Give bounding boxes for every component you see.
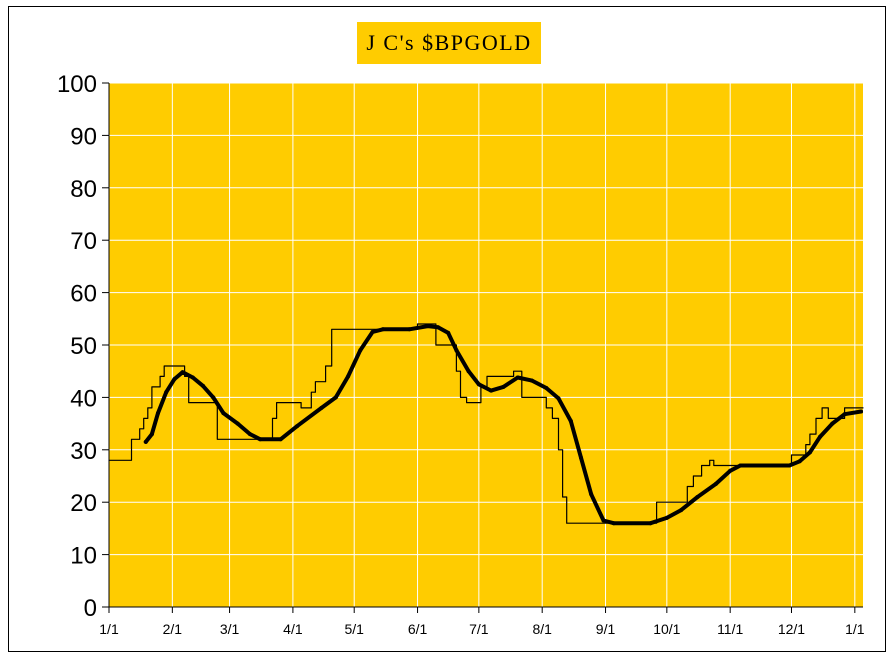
data-point bbox=[235, 421, 240, 426]
data-point bbox=[295, 424, 299, 429]
chart-title-box: J C's $BPGOLD bbox=[357, 22, 541, 64]
data-point bbox=[446, 330, 451, 335]
data-point bbox=[436, 325, 440, 330]
data-point bbox=[830, 421, 835, 426]
data-point bbox=[842, 412, 847, 417]
y-tick-label: 60 bbox=[70, 281, 97, 308]
data-point bbox=[454, 348, 459, 353]
data-point bbox=[156, 411, 160, 416]
data-point bbox=[370, 329, 375, 334]
grid bbox=[109, 82, 863, 607]
data-point bbox=[530, 378, 534, 383]
data-point bbox=[611, 521, 616, 526]
data-point bbox=[713, 481, 718, 486]
data-point bbox=[346, 374, 351, 379]
data-point bbox=[180, 370, 185, 375]
data-point bbox=[601, 518, 606, 523]
x-tick-label: 6/1 bbox=[408, 621, 428, 637]
y-tick-label: 50 bbox=[70, 333, 97, 360]
data-point bbox=[425, 324, 430, 329]
y-tick-label: 90 bbox=[70, 123, 97, 150]
data-point bbox=[358, 348, 363, 353]
data-point bbox=[728, 468, 733, 473]
data-point bbox=[201, 383, 205, 388]
y-tick-label: 100 bbox=[57, 71, 97, 98]
data-point bbox=[476, 382, 481, 387]
data-point bbox=[568, 419, 573, 423]
y-tick-label: 80 bbox=[70, 176, 97, 203]
data-point bbox=[258, 437, 263, 442]
x-tick-label: 1/1 bbox=[99, 621, 119, 637]
x-tick-label: 7/1 bbox=[469, 621, 489, 637]
x-tick-label: 1/1 bbox=[845, 621, 865, 637]
data-point bbox=[489, 388, 494, 393]
data-point bbox=[544, 386, 549, 390]
series-layer bbox=[108, 323, 864, 526]
x-tick-label: 3/1 bbox=[220, 621, 240, 637]
data-point bbox=[149, 432, 154, 437]
data-point bbox=[221, 411, 226, 416]
data-point bbox=[556, 396, 561, 401]
series-line-step bbox=[108, 323, 864, 524]
y-tick-label: 70 bbox=[70, 228, 97, 255]
y-tick-label: 20 bbox=[70, 490, 97, 517]
y-tick-label: 0 bbox=[84, 595, 97, 622]
data-point bbox=[589, 492, 594, 497]
data-point bbox=[797, 459, 802, 464]
data-point bbox=[143, 439, 148, 444]
data-point bbox=[466, 369, 471, 374]
data-point bbox=[248, 432, 252, 437]
x-tick-label: 11/1 bbox=[717, 621, 743, 637]
data-point bbox=[190, 375, 195, 380]
data-point bbox=[501, 384, 506, 389]
x-tick-label: 4/1 bbox=[283, 621, 303, 637]
data-point bbox=[164, 390, 169, 395]
data-point bbox=[695, 495, 700, 499]
data-point bbox=[818, 434, 823, 439]
data-point bbox=[859, 409, 863, 414]
y-tick-label: 30 bbox=[70, 438, 97, 465]
x-tick-label: 12/1 bbox=[778, 621, 805, 637]
data-point bbox=[319, 405, 324, 410]
data-point bbox=[679, 508, 684, 513]
y-tick-label: 40 bbox=[70, 385, 97, 412]
data-point bbox=[172, 377, 177, 382]
x-tick-label: 9/1 bbox=[596, 621, 616, 637]
x-tick-label: 2/1 bbox=[163, 621, 183, 637]
data-point bbox=[664, 515, 669, 520]
chart-title: J C's $BPGOLD bbox=[366, 30, 532, 55]
data-point bbox=[738, 463, 743, 468]
y-tick-label: 10 bbox=[70, 543, 97, 570]
data-point bbox=[333, 395, 338, 400]
data-point bbox=[515, 375, 520, 380]
data-point bbox=[807, 450, 812, 455]
data-point bbox=[278, 437, 283, 442]
data-point bbox=[211, 395, 216, 400]
data-point bbox=[407, 327, 412, 332]
data-point bbox=[648, 521, 653, 526]
data-point bbox=[380, 327, 385, 332]
x-tick-label: 8/1 bbox=[532, 621, 552, 637]
x-tick-label: 5/1 bbox=[344, 621, 364, 637]
axes: 0 10 20 30 40 50 60 70 80 90 100 1/1 2/1 3/1 4/1 5/1 6/1… bbox=[57, 71, 865, 637]
data-point bbox=[579, 455, 583, 460]
x-tick-label: 10/1 bbox=[653, 621, 680, 637]
data-point bbox=[787, 463, 792, 468]
